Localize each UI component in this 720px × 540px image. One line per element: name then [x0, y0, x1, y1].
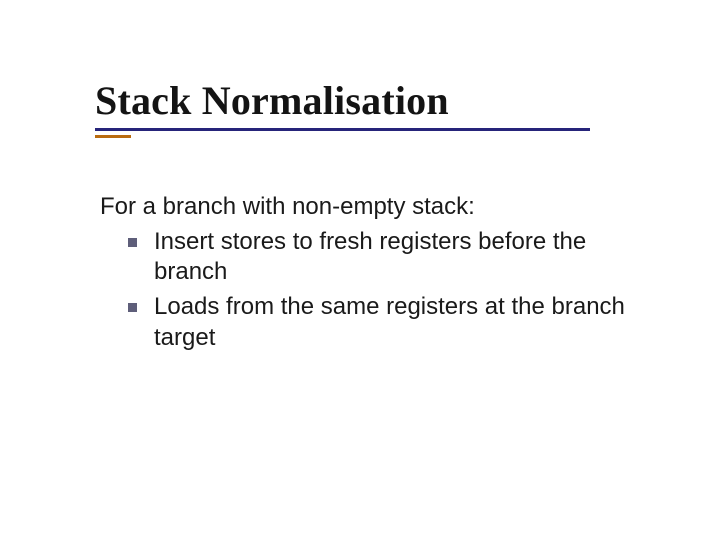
square-bullet-icon [128, 303, 137, 312]
list-item: Insert stores to fresh registers before … [128, 227, 640, 288]
slide: Stack Normalisation For a branch with no… [0, 0, 720, 540]
bullet-text: Insert stores to fresh registers before … [154, 228, 586, 286]
slide-body: For a branch with non-empty stack: Inser… [100, 192, 640, 358]
square-bullet-icon [128, 238, 137, 247]
underline-primary [95, 128, 590, 131]
lead-text: For a branch with non-empty stack: [100, 192, 640, 223]
underline-accent [95, 135, 131, 138]
title-underline [95, 128, 680, 138]
slide-title: Stack Normalisation [95, 80, 680, 122]
bullet-list: Insert stores to fresh registers before … [100, 227, 640, 354]
list-item: Loads from the same registers at the bra… [128, 292, 640, 353]
title-block: Stack Normalisation [95, 80, 680, 138]
bullet-text: Loads from the same registers at the bra… [154, 293, 625, 351]
